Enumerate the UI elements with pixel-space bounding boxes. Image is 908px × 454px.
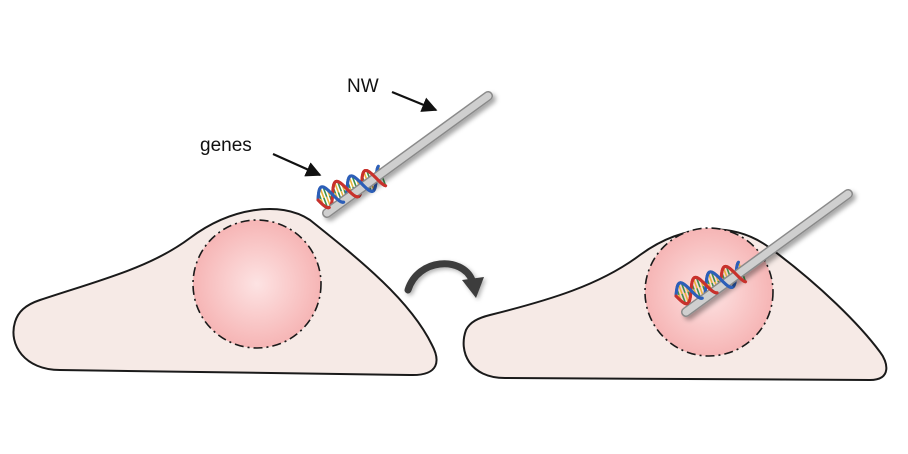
curved-arrow-head [462, 277, 484, 298]
nanowire-right-group [674, 189, 853, 317]
nucleus-left [192, 219, 322, 349]
nw-label: NW [347, 76, 379, 97]
genes-label: genes [200, 135, 252, 156]
dna-helix-right-front [674, 264, 748, 306]
curved-arrow-body [404, 260, 476, 294]
dna-helix-left-front [316, 168, 388, 210]
cell-before [12, 208, 438, 377]
curved-transition-arrow [404, 260, 484, 298]
nw-pointer-arrow [391, 90, 438, 112]
genes-pointer-arrow [272, 152, 322, 177]
cell-after [462, 227, 888, 382]
nanowire-left-group [316, 91, 493, 218]
nanowire-left-shine [323, 92, 492, 217]
